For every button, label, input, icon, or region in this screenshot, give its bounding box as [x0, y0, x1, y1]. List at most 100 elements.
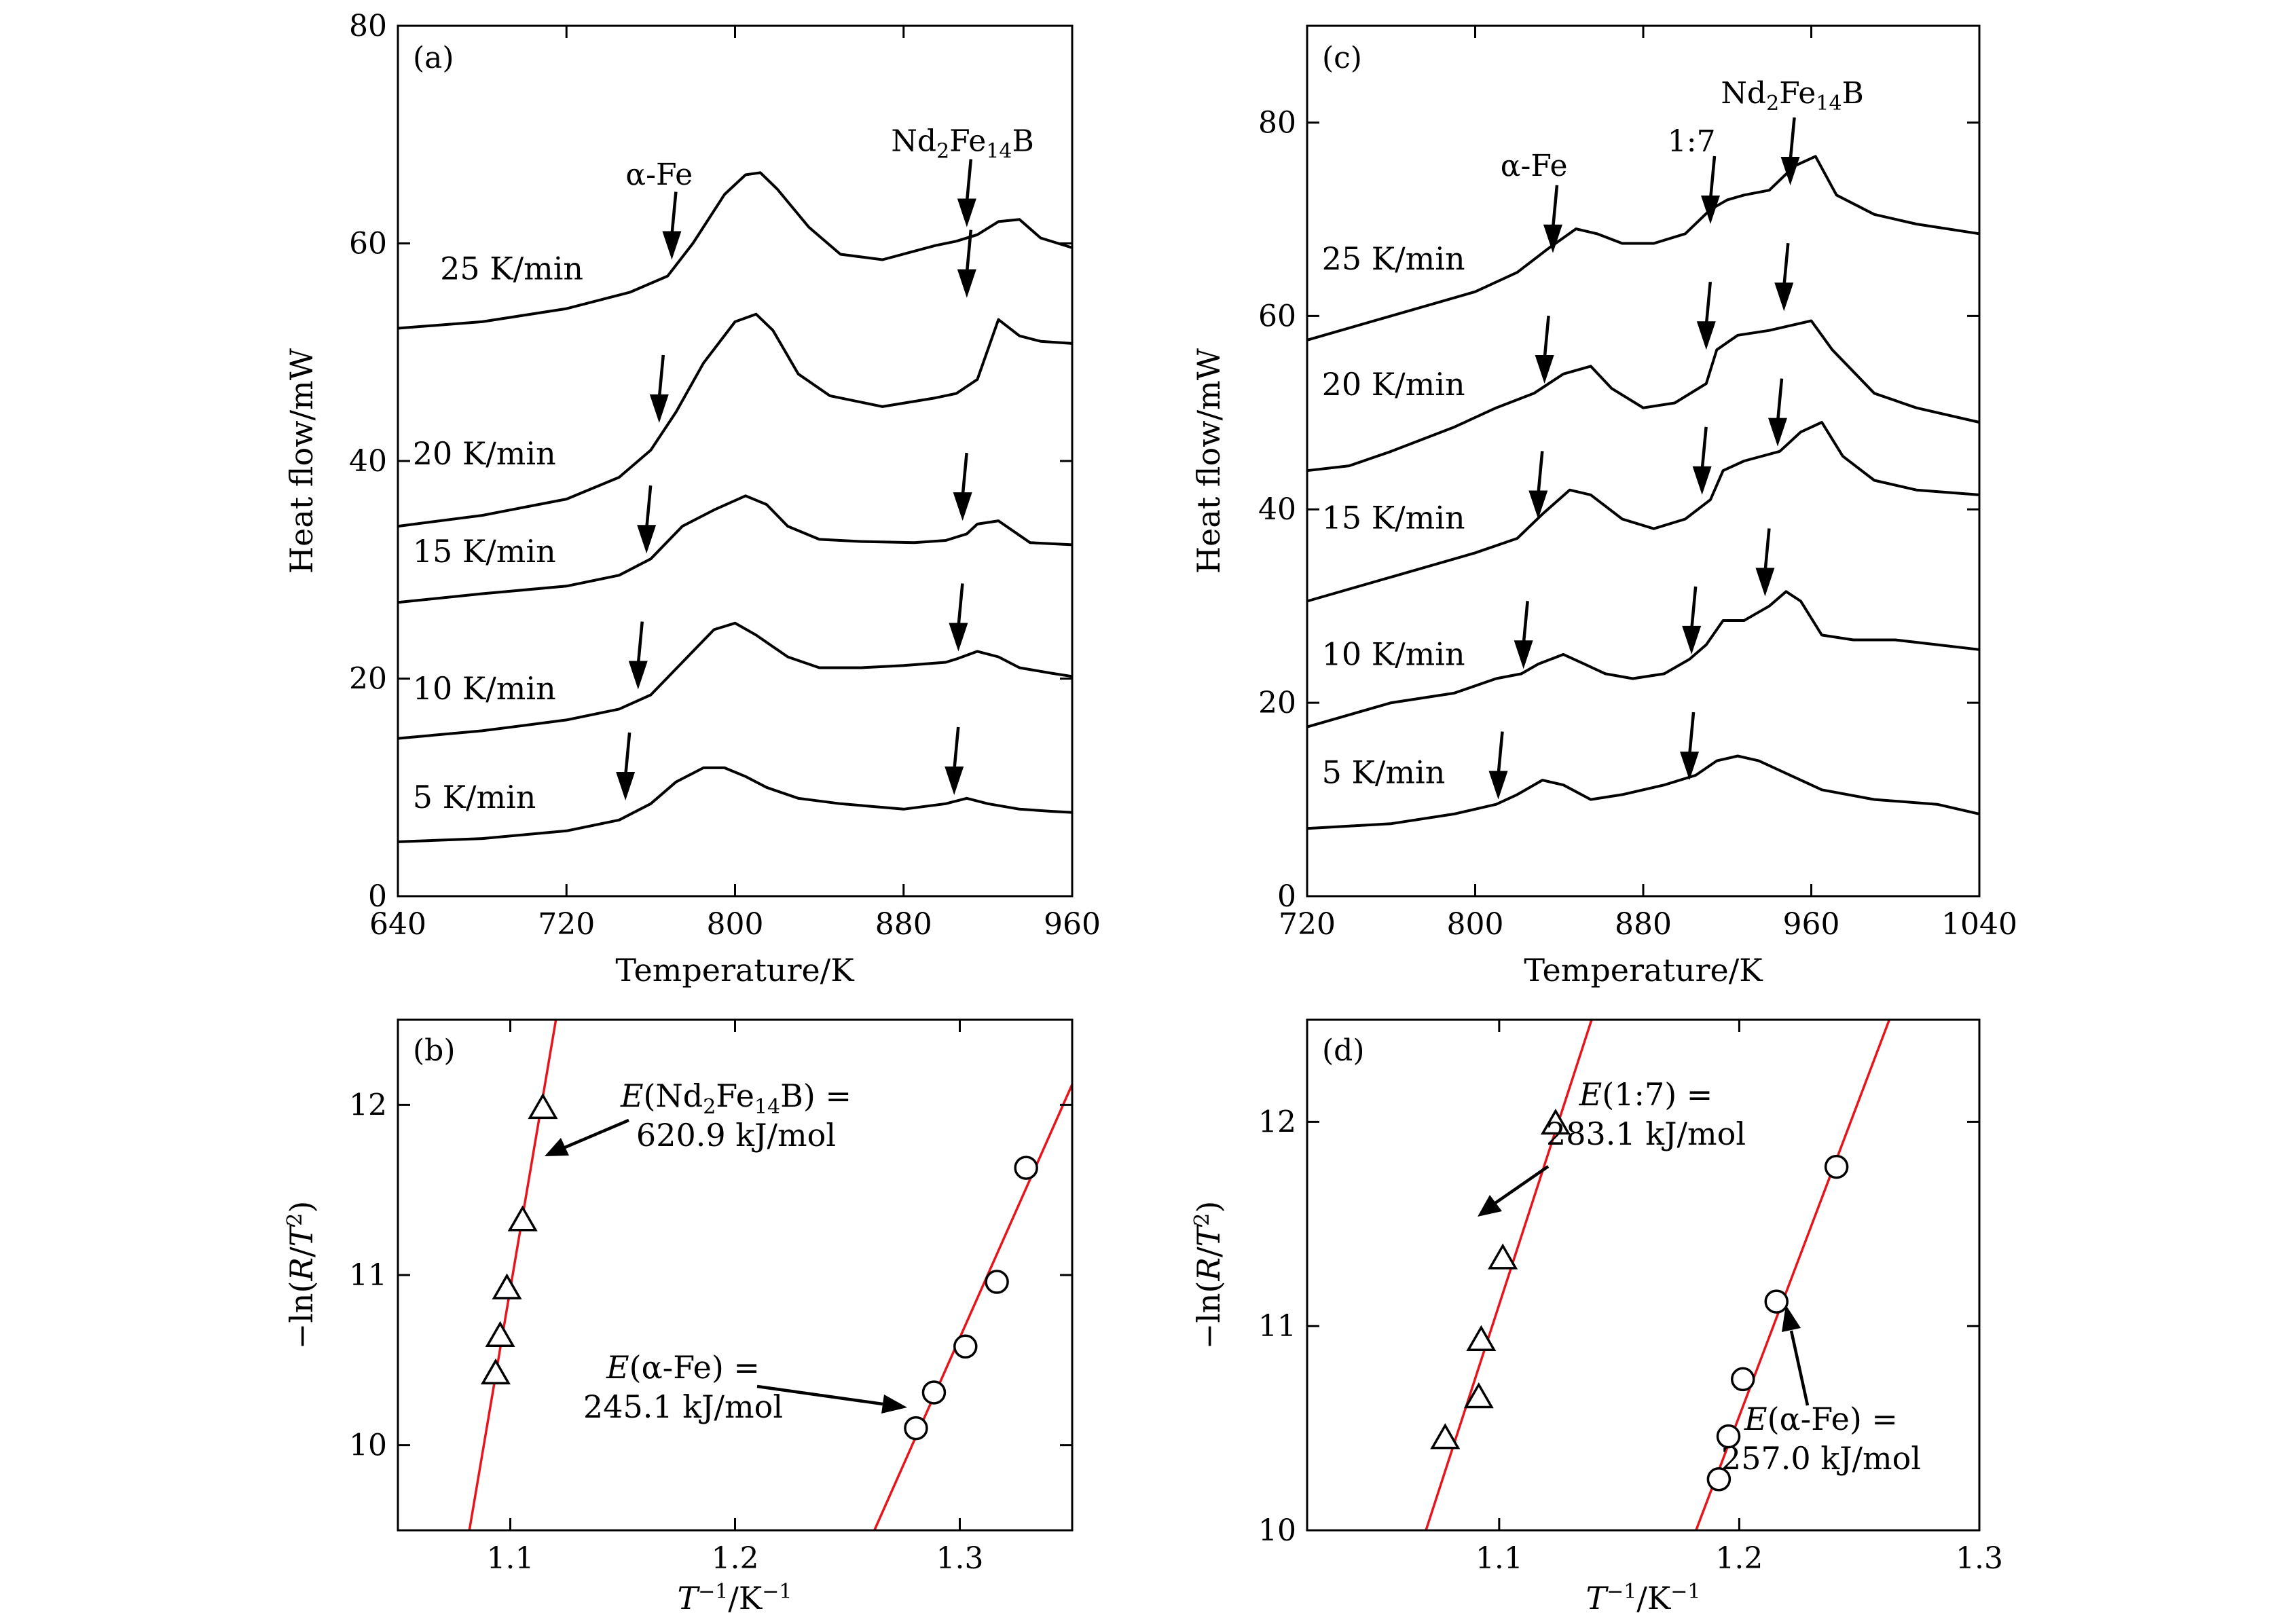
- panel-d-annotation-1-7-arrowhead: [1478, 1195, 1502, 1217]
- panel-c-peak-arrow: [1782, 243, 1790, 287]
- panel-b-ticks: 1.1 1.2 1.3 10 11 12: [349, 1020, 1072, 1576]
- panel-a-xtick-label: 880: [875, 907, 932, 942]
- panel-a-peak-arrow: [657, 354, 665, 399]
- panel-d-triangle-point: [1488, 1243, 1518, 1270]
- panel-a-peak-arrowhead: [628, 661, 648, 690]
- panel-c-peak-arrow: [1689, 586, 1698, 631]
- panel-a-peak-arrow: [952, 726, 960, 771]
- panel-b-annotation-nd2fe14b-line2: 620.9 kJ/mol: [636, 1117, 836, 1154]
- panel-d-annotation-1-7-arrow: [1494, 1165, 1550, 1204]
- panel-a-curve-25k: [397, 171, 1073, 330]
- panel-d-annotation-1-7-line2: 283.1 kJ/mol: [1546, 1115, 1746, 1152]
- panel-c-curves: [1306, 155, 1980, 830]
- panel-a: 640 720 800 880 960 0 20 40 60 80 (a) Temperature…: [283, 9, 1101, 989]
- panel-c-xtick-label: 800: [1447, 907, 1504, 942]
- panel-c-peak-arrow: [1708, 155, 1717, 200]
- panel-d-triangle-point: [1466, 1325, 1497, 1352]
- panel-a-ytick-label: 20: [349, 662, 387, 697]
- panel-c-ytick-label: 60: [1258, 299, 1296, 333]
- panel-a-peak-arrow: [636, 621, 644, 665]
- panel-a-peak-arrow: [670, 191, 678, 236]
- panel-b-ylabel: −ln(R/T2): [283, 1201, 320, 1350]
- panel-c-peak-arrowhead: [1682, 625, 1702, 654]
- panel-a-xtick-label: 720: [538, 907, 595, 942]
- panel-a-rate-label-5: 5 K/min: [413, 779, 536, 815]
- panel-a-rate-label-20: 20 K/min: [413, 435, 556, 472]
- panel-c-arrows: [1488, 117, 1800, 800]
- panel-c-xlabel: Temperature/K: [1524, 952, 1763, 989]
- panel-b-annotation-alpha-fe-arrowhead: [881, 1395, 907, 1414]
- panel-c-peak-arrowhead: [1696, 321, 1716, 350]
- panel-c-peak-arrowhead: [1768, 418, 1787, 447]
- panel-d-triangle-point: [1463, 1382, 1494, 1409]
- panel-a-curve-5k: [397, 766, 1073, 843]
- panel-c: 720 800 880 960 1040 0 20 40 60 80 (c) Temperatur…: [1190, 24, 2017, 989]
- panel-a-peak-arrowhead: [649, 394, 669, 423]
- panel-d-ytick-label: 10: [1258, 1513, 1296, 1548]
- panel-c-xtick-label: 880: [1615, 907, 1672, 942]
- panel-c-curve-10k: [1306, 590, 1980, 728]
- panel-c-peak-arrowhead: [1514, 640, 1533, 669]
- panel-a-peak-arrow: [644, 485, 653, 530]
- panel-d-triangle-point: [1540, 1108, 1571, 1135]
- panel-c-curve-15k: [1306, 421, 1980, 603]
- panel-d: 1.1 1.2 1.3 10 11 12 (d) T−1/K−1 −ln(R/T2) E(…: [1190, 1018, 2003, 1617]
- panel-d-ytick-label: 11: [1258, 1309, 1296, 1344]
- panel-a-curve-10k: [397, 621, 1073, 740]
- panel-d-ticks: 1.1 1.2 1.3 10 11 12: [1258, 1020, 2003, 1576]
- panel-c-ytick-label: 0: [1277, 879, 1296, 914]
- panel-c-phase-label-nd2fe14b: Nd2Fe14B: [1721, 76, 1863, 115]
- panel-a-rate-label-15: 15 K/min: [413, 533, 556, 570]
- panel-b-circle-point: [953, 1334, 978, 1359]
- panel-b-annotation-nd2fe14b-arrow: [564, 1118, 629, 1149]
- panel-d-xtick-label: 1.3: [1956, 1541, 2003, 1576]
- panel-b-ytick-label: 12: [349, 1088, 387, 1122]
- panel-c-peak-arrow: [1789, 117, 1796, 162]
- panel-a-xtick-label: 800: [707, 907, 764, 942]
- panel-d-circle-point: [1716, 1424, 1741, 1449]
- panel-d-label: (d): [1322, 1033, 1365, 1068]
- panel-a-arrows: [616, 159, 976, 800]
- panel-d-annotation-1-7: E(1:7) = 283.1 kJ/mol: [1478, 1076, 1746, 1217]
- panel-a-curves: [397, 171, 1073, 843]
- panel-d-circle-point: [1764, 1289, 1789, 1314]
- panel-b-circle-point: [1014, 1156, 1038, 1180]
- panel-b-circle-point: [904, 1416, 928, 1441]
- panel-a-label: (a): [413, 41, 454, 75]
- panel-b-triangle-point: [528, 1092, 558, 1120]
- panel-c-ticks: 720 800 880 960 1040 0 20 40 60 80: [1258, 26, 2017, 942]
- panel-c-rate-label-5: 5 K/min: [1322, 754, 1446, 790]
- panel-a-peak-arrow: [965, 229, 973, 274]
- panel-b-ytick-label: 10: [349, 1428, 387, 1463]
- panel-a-ytick-label: 80: [349, 9, 387, 43]
- panel-b-ytick-label: 11: [349, 1258, 387, 1293]
- panel-a-peak-arrowhead: [953, 492, 972, 521]
- panel-b-triangle-point: [507, 1205, 538, 1232]
- panel-d-xtick-label: 1.1: [1476, 1541, 1523, 1576]
- panel-d-ylabel: −ln(R/T2): [1190, 1201, 1227, 1350]
- panel-c-rate-label-20: 20 K/min: [1322, 366, 1465, 403]
- panel-a-xlabel: Temperature/K: [615, 952, 855, 989]
- panel-c-ylabel: Heat flow/mW: [1190, 348, 1227, 574]
- panel-a-ylabel: Heat flow/mW: [283, 348, 320, 574]
- panel-a-xtick-label: 960: [1044, 907, 1101, 942]
- panel-a-rate-label-25: 25 K/min: [440, 250, 583, 287]
- panel-c-peak-arrowhead: [1755, 568, 1775, 597]
- panel-d-annotation-alpha-fe-arrowhead: [1782, 1305, 1801, 1332]
- panel-b-circle-point: [921, 1380, 947, 1405]
- panel-c-peak-arrowhead: [1543, 224, 1562, 253]
- panel-c-peak-arrow: [1537, 451, 1544, 495]
- panel-a-peak-arrowhead: [637, 525, 657, 554]
- panel-b-label: (b): [413, 1033, 456, 1068]
- panel-c-peak-arrow: [1704, 281, 1712, 326]
- panel-b-xtick-label: 1.3: [936, 1541, 984, 1576]
- panel-d-annotation-alpha-fe-line1: E(α-Fe) =: [1744, 1401, 1898, 1437]
- panel-a-rate-label-10: 10 K/min: [413, 670, 556, 707]
- panel-b-annotation-nd2fe14b: E(Nd2Fe14B) = 620.9 kJ/mol: [545, 1077, 851, 1156]
- panel-a-xtick-label: 640: [369, 907, 426, 942]
- panel-c-frame: [1306, 24, 1981, 898]
- panel-a-peak-arrow: [965, 159, 973, 203]
- panel-a-curve-20k: [397, 312, 1073, 528]
- panel-c-peak-arrow: [1497, 731, 1504, 775]
